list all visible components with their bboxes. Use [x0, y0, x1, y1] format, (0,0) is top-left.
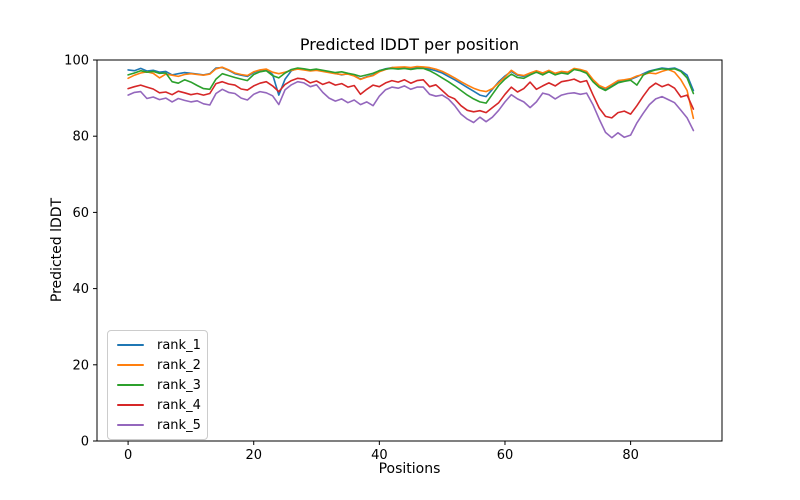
- svg-text:40: 40: [371, 448, 388, 463]
- x-axis-label: Positions: [378, 461, 441, 477]
- legend-item-rank-5: rank_5: [117, 417, 201, 433]
- svg-text:40: 40: [72, 282, 89, 297]
- legend-label: rank_1: [157, 337, 201, 353]
- legend-line-swatch: [117, 344, 144, 346]
- legend-item-rank-1: rank_1: [117, 337, 201, 353]
- legend: rank_1 rank_2 rank_3 rank_4 rank_5: [107, 330, 208, 440]
- svg-text:0: 0: [81, 435, 89, 450]
- legend-line-swatch: [117, 404, 144, 406]
- svg-text:100: 100: [64, 54, 89, 69]
- legend-item-rank-3: rank_3: [117, 377, 201, 393]
- legend-label: rank_3: [157, 377, 201, 393]
- legend-line-swatch: [117, 384, 144, 386]
- legend-label: rank_5: [157, 417, 201, 433]
- chart-title: Predicted lDDT per position: [299, 35, 520, 54]
- legend-item-rank-2: rank_2: [117, 357, 201, 373]
- svg-text:80: 80: [622, 448, 639, 463]
- svg-text:60: 60: [72, 206, 89, 221]
- legend-label: rank_2: [157, 357, 201, 373]
- legend-line-swatch: [117, 364, 144, 366]
- svg-text:20: 20: [72, 358, 89, 373]
- svg-text:80: 80: [72, 130, 89, 145]
- svg-text:20: 20: [245, 448, 262, 463]
- legend-line-swatch: [117, 424, 144, 426]
- legend-item-rank-4: rank_4: [117, 397, 201, 413]
- svg-text:60: 60: [497, 448, 514, 463]
- svg-text:0: 0: [124, 448, 132, 463]
- legend-label: rank_4: [157, 397, 201, 413]
